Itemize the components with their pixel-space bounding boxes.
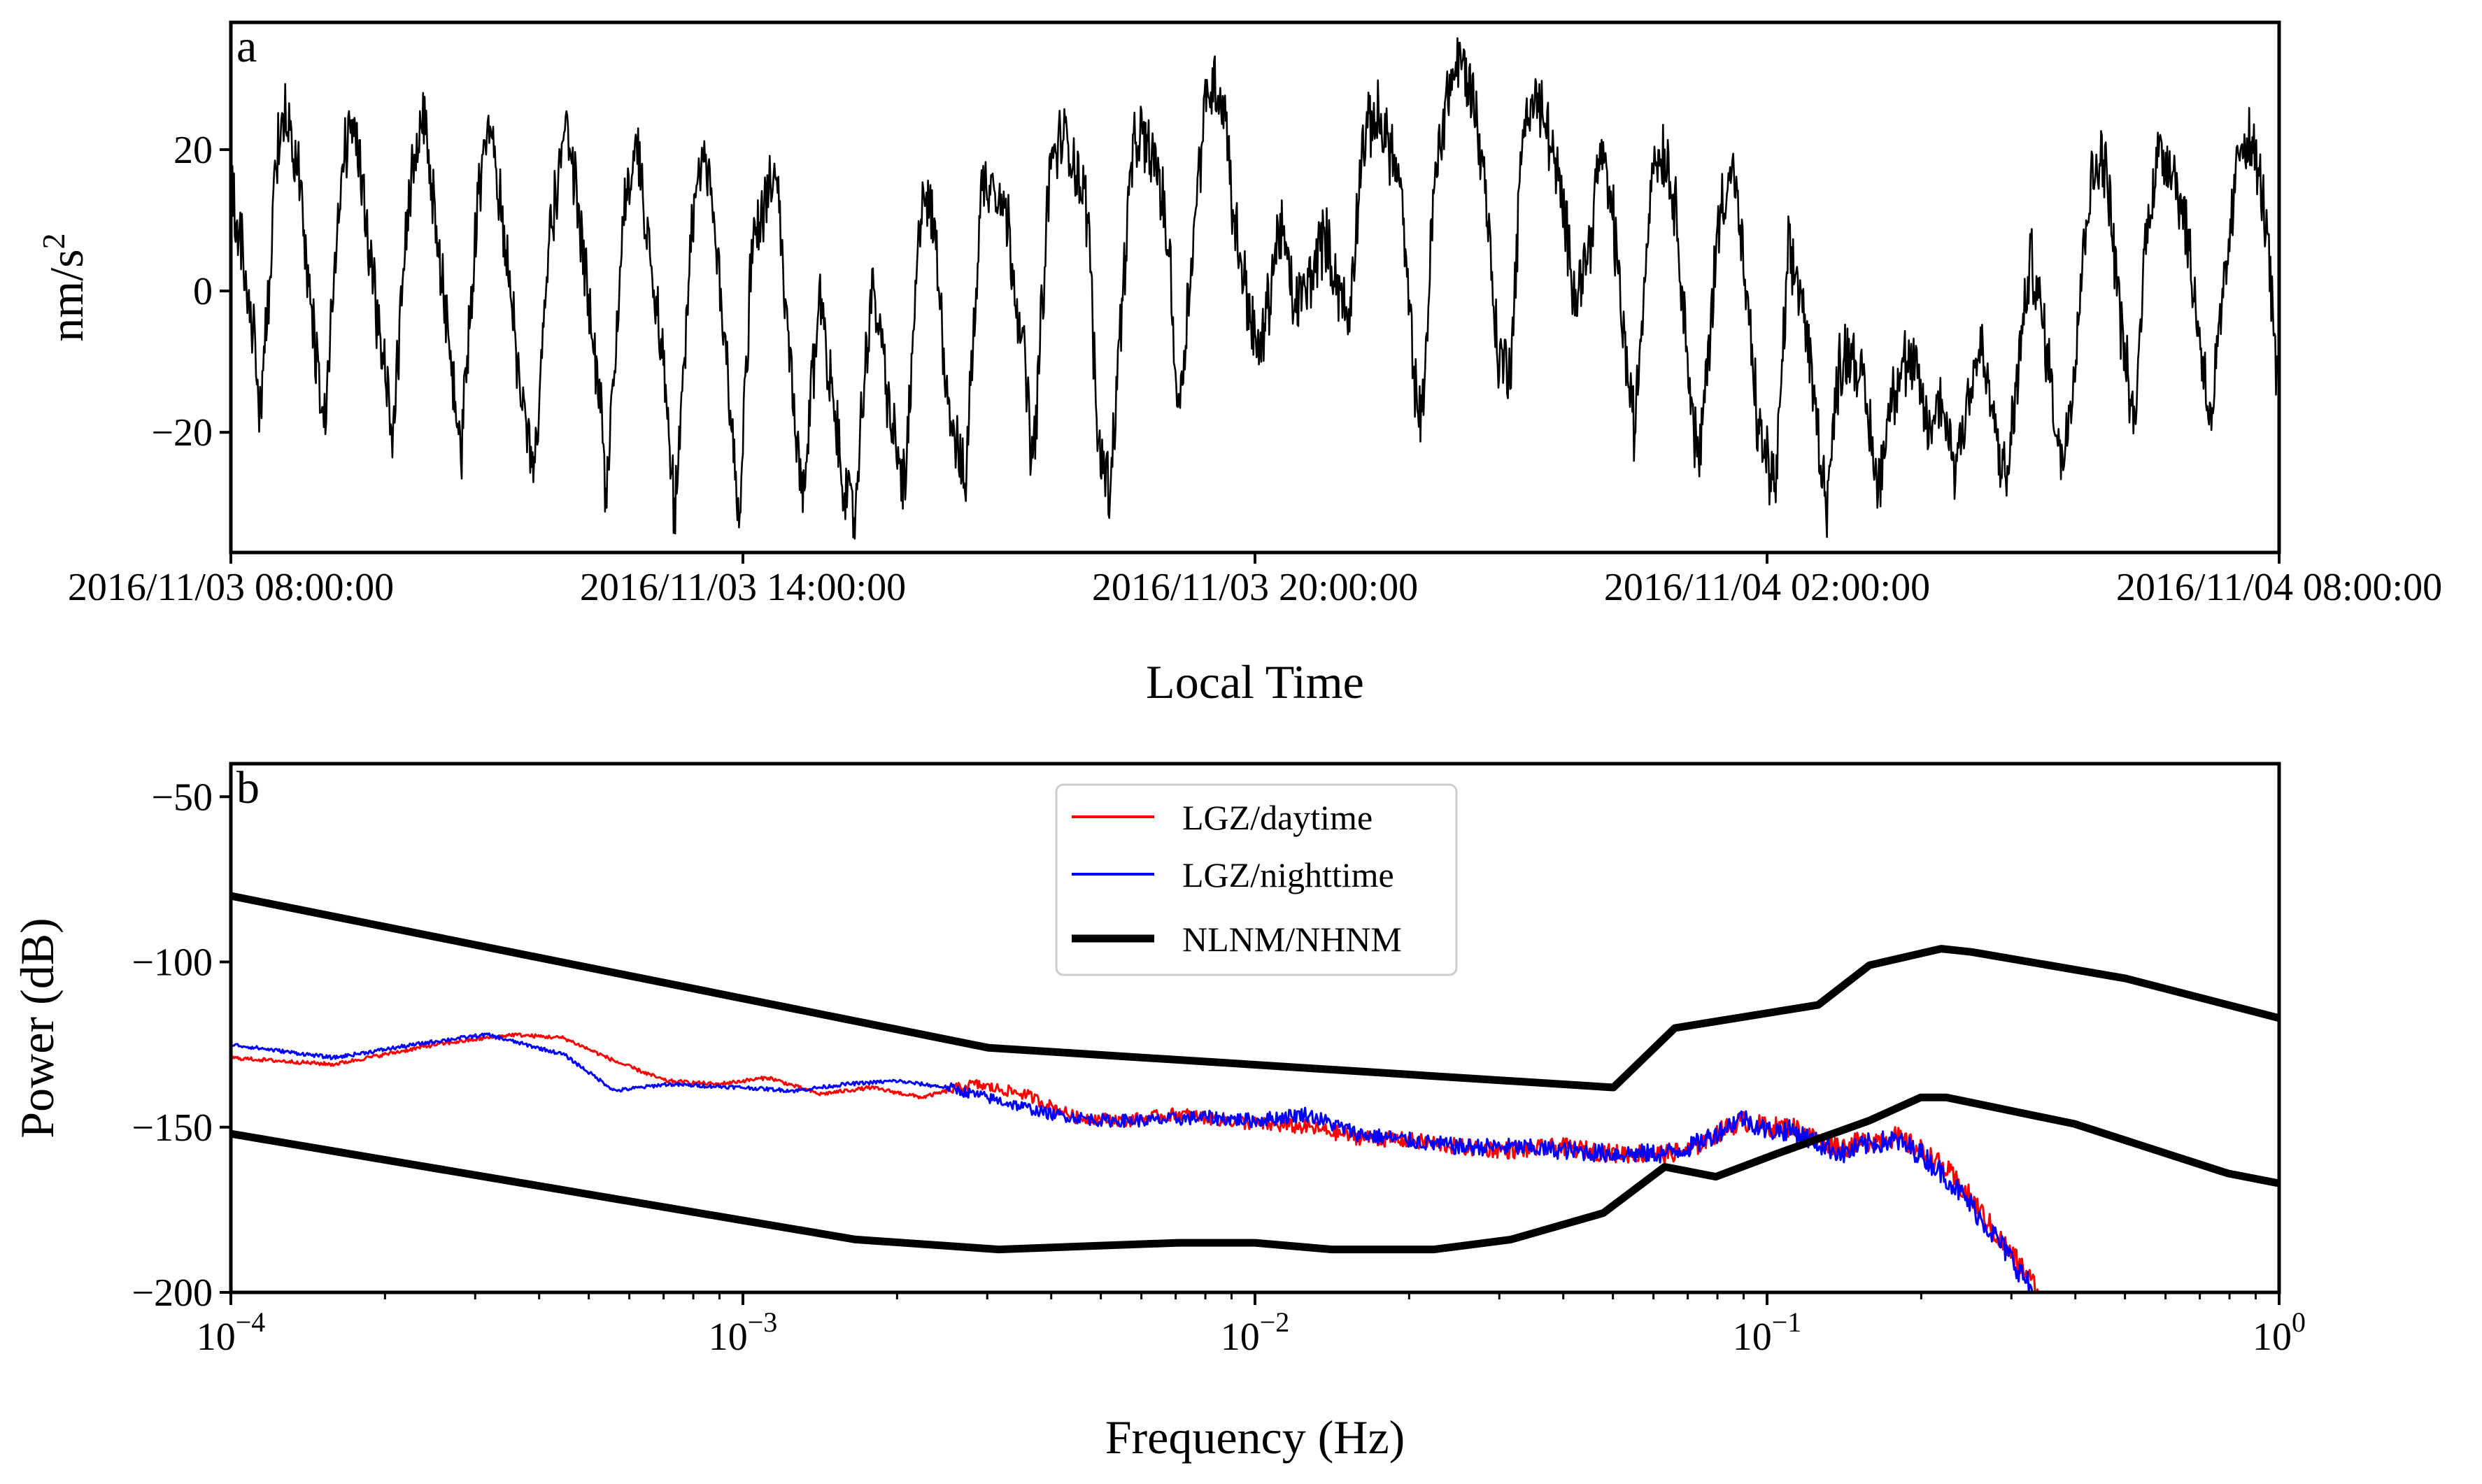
panel-b-y-axis-label: Power (dB): [10, 918, 64, 1138]
legend: LGZ/daytime LGZ/nighttime NLNM/NHNM: [1055, 783, 1458, 976]
panel-b-y-tick-label: −100: [132, 941, 213, 985]
panel-a-signal-trace: [229, 37, 2281, 540]
panel-a-x-tick-label: 2016/11/03 14:00:00: [580, 566, 906, 609]
panel-a-y-tick-label: 20: [173, 129, 213, 172]
panel-a-y-tick-label: 0: [193, 270, 213, 313]
panel-a-x-axis-label: Local Time: [1146, 655, 1364, 708]
series-nlnm-line: [231, 1093, 2279, 1254]
panel-a-label: a: [236, 21, 257, 72]
series-lgz-nighttime-line: [231, 1032, 2034, 1292]
panel-a-x-ticks: 2016/11/03 08:00:00 2016/11/03 14:00:00 20…: [68, 552, 2442, 609]
panel-b-x-tick-label: 100: [2253, 1306, 2306, 1359]
panel-b-y-ticks: −200 −150 −100 −50: [132, 776, 231, 1315]
panel-b-x-tick-label: 10−4: [197, 1306, 266, 1359]
panel-b-x-ticks: 10−4 10−3 10−2 10−1 100: [197, 1292, 2306, 1359]
panel-a-y-axis-unit: nm/s: [40, 249, 93, 341]
panel-b-label: b: [236, 762, 260, 813]
panel-b-y-tick-label: −50: [151, 776, 213, 819]
series-lgz-daytime-line: [231, 1032, 2040, 1292]
panel-a-plot-frame: [229, 20, 2281, 555]
panel-b-x-tick-label: 10−3: [709, 1306, 778, 1359]
panel-a-y-ticks: −20 0 20: [151, 129, 231, 455]
legend-label-lgz-daytime: LGZ/daytime: [1182, 798, 1373, 837]
panel-a-x-tick-label: 2016/11/04 02:00:00: [1604, 566, 1930, 609]
panel-b-y-tick-label: −150: [132, 1106, 213, 1150]
panel-b-x-axis-label: Frequency (Hz): [1105, 1411, 1405, 1464]
panel-a-x-tick-label: 2016/11/04 08:00:00: [2116, 566, 2442, 609]
panel-a-x-tick-label: 2016/11/03 20:00:00: [1092, 566, 1418, 609]
legend-label-lgz-nighttime: LGZ/nighttime: [1182, 855, 1394, 894]
panel-a-y-tick-label: −20: [151, 411, 213, 455]
panel-b-plot-frame: [229, 762, 2281, 1294]
legend-label-nlnm-nhnm: NLNM/NHNM: [1182, 920, 1402, 959]
panel-a-y-axis-superscript: 2: [36, 233, 71, 249]
legend-frame: [1055, 783, 1458, 976]
series-nhnm-line: [231, 892, 2279, 1092]
panel-b: −200 −150 −100 −50 10−4 10−3 10−2 10−1 100 b Po…: [10, 762, 2306, 1464]
panel-a: −20 0 20 2016/11/03 08:00:00 2016/11/03 14:…: [36, 20, 2442, 708]
panel-b-x-tick-label: 10−1: [1733, 1306, 1802, 1359]
panel-b-y-tick-label: −200: [132, 1271, 213, 1315]
panel-a-x-tick-label: 2016/11/03 08:00:00: [68, 566, 394, 609]
panel-b-x-tick-label: 10−2: [1221, 1306, 1290, 1359]
panel-a-y-axis-label: nm/s2: [36, 233, 93, 341]
